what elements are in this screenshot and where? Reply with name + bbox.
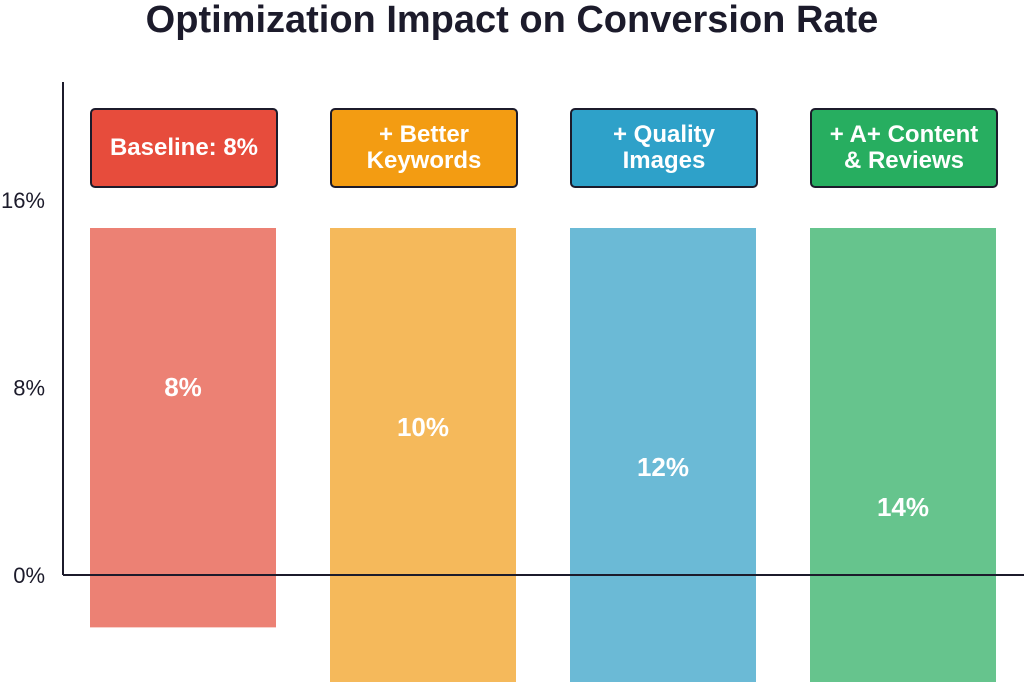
y-tick-label: 8% <box>13 376 45 401</box>
y-tick-label: 16% <box>1 188 45 213</box>
bar <box>330 228 516 682</box>
bar-value-label: 10% <box>397 412 449 442</box>
y-tick-label: 0% <box>13 563 45 588</box>
category-label: + Better Keywords <box>330 108 518 188</box>
y-axis-ticks: 0% 8% 16% <box>1 188 45 588</box>
bar <box>570 228 756 682</box>
category-label: + A+ Content & Reviews <box>810 108 998 188</box>
bar-value-label: 12% <box>637 452 689 482</box>
bar-value-label: 14% <box>877 492 929 522</box>
category-label: Baseline: 8% <box>90 108 278 188</box>
bar-value-label: 8% <box>164 372 202 402</box>
bars: 8% 10% 12% 14% <box>90 228 996 682</box>
bar <box>90 228 276 628</box>
category-label: + Quality Images <box>570 108 758 188</box>
bar <box>810 228 996 682</box>
chart-title: Optimization Impact on Conversion Rate <box>145 0 879 41</box>
